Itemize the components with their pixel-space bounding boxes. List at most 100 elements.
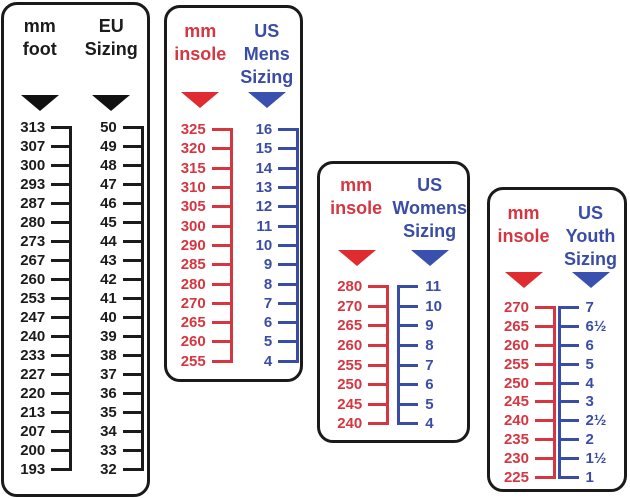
scale-axis-line <box>229 128 233 363</box>
scale-value: 240 <box>337 415 363 433</box>
scale-value: 33 <box>100 442 117 459</box>
scale-value: 16 <box>255 121 273 139</box>
scale-value: 270 <box>337 297 363 315</box>
scale-row: 4 <box>234 352 299 371</box>
scale-row: 49 <box>79 137 144 156</box>
tick-mark <box>278 301 297 305</box>
down-arrow-icon <box>571 272 610 288</box>
scale-value: 11 <box>256 217 273 235</box>
scale-row: 11 <box>234 216 299 235</box>
scale-row: 47 <box>79 175 144 194</box>
scale-value: 42 <box>100 271 117 288</box>
scale-row: 1½ <box>558 449 624 468</box>
header-line: mm <box>340 175 373 195</box>
scale-row: 273 <box>7 232 72 251</box>
scale-row: 32 <box>79 460 144 479</box>
scale-value: 7 <box>585 298 594 316</box>
scale-half: 7 6½ 6 5 4 3 2½ 2 1½ 1 <box>557 298 624 487</box>
header-line: Mens <box>243 44 290 64</box>
scale-row: 13 <box>234 178 299 197</box>
scale-row: 6 <box>397 375 463 395</box>
tick-mark <box>278 359 297 363</box>
scale-row: 48 <box>79 156 144 175</box>
tick-mark <box>122 335 141 338</box>
down-arrow-icon <box>504 272 543 288</box>
scale-value: 38 <box>100 347 117 364</box>
scale-value: 7 <box>263 294 273 312</box>
scale-value: 1 <box>585 468 594 486</box>
scale-value: 8 <box>425 337 434 355</box>
scale-row: 293 <box>7 175 72 194</box>
scale-row: 300 <box>168 216 233 235</box>
scale-row: 260 <box>491 336 556 355</box>
triangle-cell <box>394 250 468 266</box>
column-header-right: EU Sizing <box>76 15 148 61</box>
tick-mark <box>560 475 579 479</box>
tick-mark <box>51 259 70 262</box>
header-line: insole <box>174 44 227 64</box>
tick-mark <box>278 147 297 151</box>
scale-row: 280 <box>324 277 389 297</box>
down-arrow-icon <box>337 250 376 266</box>
scale-row: 4 <box>397 414 463 434</box>
scale-value: 230 <box>503 450 529 468</box>
column-header-left: mm insole <box>167 20 234 66</box>
scale-mm-insole: 280 270 265 260 255 250 245 240 <box>324 277 390 434</box>
scale-row: 235 <box>491 430 556 449</box>
scale-row: 255 <box>324 355 389 375</box>
tick-mark <box>211 166 230 170</box>
tick-mark <box>368 422 387 426</box>
tick-mark <box>368 383 387 387</box>
tick-mark <box>211 321 230 325</box>
scale-row: 5 <box>558 355 624 374</box>
tick-mark <box>278 243 297 247</box>
scale-row: 8 <box>234 274 299 293</box>
scale-value: 265 <box>503 317 529 335</box>
tick-mark <box>51 354 70 357</box>
scale-row: 287 <box>7 194 72 213</box>
tick-mark <box>535 381 553 385</box>
tick-mark <box>51 449 70 452</box>
scale-row: 207 <box>7 422 72 441</box>
scale-row: 270 <box>324 297 389 317</box>
scale-value: 9 <box>263 256 273 274</box>
column-header-right: US Youth Sizing <box>557 202 624 271</box>
tick-mark <box>535 475 553 479</box>
tick-mark <box>51 202 70 205</box>
triangle-cell <box>76 95 148 111</box>
scale-axis-line <box>296 128 300 363</box>
tick-mark <box>51 221 70 224</box>
scale-us-mens-sizing: 16 15 14 13 12 11 10 9 8 7 6 5 4 <box>234 120 300 371</box>
scale-row: 315 <box>168 159 233 178</box>
scale-row: 245 <box>491 392 556 411</box>
tick-mark <box>51 411 70 414</box>
scale-value: 250 <box>337 376 363 394</box>
scale-mm-insole: 325 320 315 310 305 300 290 285 280 270 265 260 255 <box>168 120 233 371</box>
header-line: foot <box>22 39 57 59</box>
scale-row: 307 <box>7 137 72 156</box>
tick-mark <box>51 468 70 471</box>
tick-mark <box>278 166 297 170</box>
scale-value: 307 <box>20 138 46 155</box>
scale-value: 280 <box>20 214 46 231</box>
scale-value: 320 <box>180 140 206 158</box>
down-arrow-icon <box>20 95 59 111</box>
scale-value: 47 <box>100 176 117 193</box>
scale-row: 230 <box>491 449 556 468</box>
tick-mark <box>51 316 70 319</box>
scale-value: 4 <box>263 352 273 370</box>
scale-value: 245 <box>337 395 363 413</box>
scale-row: 300 <box>7 156 72 175</box>
tick-mark <box>211 147 230 151</box>
tick-mark <box>211 205 230 209</box>
tick-mark <box>122 221 141 224</box>
triangle-row <box>4 95 147 111</box>
scale-row: 253 <box>7 289 72 308</box>
scale-value: 287 <box>20 195 46 212</box>
scale-row: 270 <box>491 298 556 317</box>
scale-row: 250 <box>324 375 389 395</box>
scale-row: 255 <box>491 355 556 374</box>
scale-value: 10 <box>255 236 273 254</box>
tick-mark <box>368 344 387 348</box>
tick-mark <box>560 400 579 404</box>
